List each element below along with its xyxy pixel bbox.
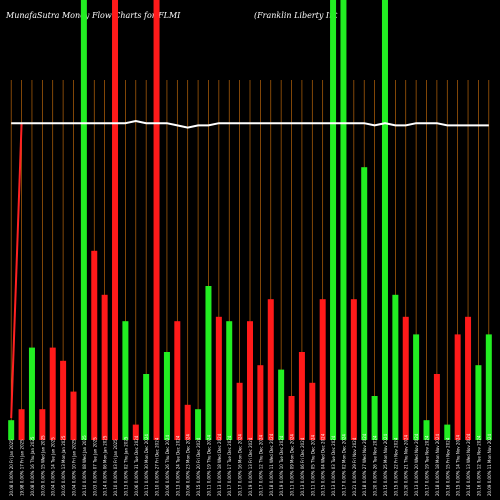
x-tick-label: 20.16 0.00% 13 Wed Nov 2024 — [466, 433, 471, 496]
bar — [485, 334, 492, 440]
x-tick-label: 20.17 0.00% 16 Mon Dec 2024 — [238, 434, 243, 496]
bar — [122, 321, 129, 440]
bar — [257, 365, 264, 440]
x-tick-label: 20.06 0.00% 31 Tue Dec 2024 — [134, 435, 139, 496]
x-tick-label: 20.10 0.00% 27 Fri Dec 2024 — [155, 437, 160, 496]
x-tick-label: 20.11 0.00% 30 Mon Dec 2024 — [144, 434, 149, 496]
bar — [28, 347, 35, 440]
x-tick-label: 20.08 0.00% 20 Fri Jan 2025 — [9, 439, 14, 496]
bar — [413, 334, 420, 440]
bar — [433, 374, 440, 440]
x-tick-label: 20.17 0.00% 17 Tue Dec 2024 — [227, 435, 232, 496]
x-tick-label: 20.04 0.00% 10 Fri Jan 2025 — [71, 439, 76, 496]
x-tick-label: 20.06 0.00% 26 Thu Dec 2024 — [165, 435, 170, 496]
x-tick-label: 20.17 0.00% 12 Thu Dec 2024 — [258, 435, 263, 496]
bar — [288, 396, 295, 440]
bar — [39, 409, 46, 440]
bar — [444, 424, 451, 440]
bar — [163, 352, 170, 440]
bar — [60, 360, 67, 440]
x-tick-label: 20.18 0.00% 27 Wed Nov 2024 — [362, 433, 367, 496]
chart-subtitle: (Franklin Liberty Int — [254, 11, 338, 20]
bar — [381, 0, 388, 440]
x-tick-label: 20.11 0.00% 19 Thu Dec 2024 — [206, 435, 211, 496]
bar — [132, 424, 139, 440]
x-tick-label: 20.13 0.00% 24 Tue Dec 2024 — [175, 435, 180, 496]
bar — [215, 316, 222, 440]
bar — [402, 316, 409, 440]
bar — [205, 286, 212, 440]
x-tick-label: 20.15 0.00% 22 Fri Nov 2024 — [393, 437, 398, 496]
bar — [49, 347, 56, 440]
x-tick-label: 20.04 0.00% 14 Tue Jan 2025 — [51, 437, 56, 496]
bar — [112, 0, 119, 440]
bar — [247, 321, 253, 440]
x-tick-label: 20.05 0.00% 15 Wed Jan 2025 — [40, 435, 45, 496]
x-tick-label: 20.21 0.00% 29 Fri Nov 2024 — [352, 437, 357, 496]
bar — [371, 396, 378, 440]
x-tick-label: 20.06 0.00% 23 Mon Dec 2024 — [186, 434, 191, 496]
bar — [465, 316, 472, 440]
chart-title: MunafaSutra Money Flow Charts for FLMI — [6, 11, 181, 20]
bar — [319, 299, 326, 440]
bar — [423, 420, 430, 440]
bar — [454, 334, 461, 440]
x-tick-label: 20.20 0.00% 26 Tue Nov 2024 — [373, 435, 378, 496]
bar — [236, 382, 243, 440]
bar — [350, 299, 357, 440]
mfi-line — [10, 123, 23, 419]
x-tick-label: 20.03 0.00% 07 Tue Jan 2025 — [92, 437, 97, 496]
x-tick-label: 20.15 0.00% 14 Thu Nov 2024 — [456, 434, 461, 496]
x-tick-label: 20.15 0.00% 04 Wed Dec 2024 — [321, 433, 326, 496]
x-tick-label: 20.11 0.00% 05 Thu Dec 2024 — [310, 435, 315, 496]
bar — [153, 0, 160, 440]
bar — [18, 409, 25, 440]
bar — [80, 0, 87, 440]
bar — [392, 294, 399, 440]
x-tick-label: 20.13 0.00% 18 Wed Dec 2024 — [217, 433, 222, 496]
bar — [226, 321, 233, 440]
bar — [184, 404, 191, 440]
bar — [174, 321, 181, 440]
x-tick-label: 20.05 0.00% 13 Mon Jan 2025 — [61, 435, 66, 496]
bar — [195, 409, 202, 440]
bar — [101, 294, 108, 440]
x-tick-label: 20.17 0.00% 02 Mon Dec 2024 — [341, 434, 346, 496]
bar — [70, 391, 77, 440]
x-tick-label: 20.16 0.00% 12 Tue Nov 2024 — [476, 435, 481, 496]
x-tick-label: 20.19 0.00% 10 Tue Dec 2024 — [279, 435, 284, 496]
x-tick-label: 20.10 0.00% 08 Wed Jan 2025 — [82, 435, 87, 496]
bar — [8, 420, 15, 440]
x-tick-label: 20.13 0.00% 03 Tue Dec 2024 — [331, 435, 336, 496]
x-tick-label: 20.17 0.00% 19 Tue Nov 2024 — [425, 435, 430, 496]
bar — [475, 365, 482, 440]
bar — [143, 374, 150, 440]
bar — [340, 0, 347, 440]
x-tick-label: 20.15 0.00% 20 Fri Dec 2024 — [196, 437, 201, 496]
bar — [267, 299, 274, 440]
bar — [91, 250, 98, 440]
bar — [309, 382, 316, 440]
bar — [278, 369, 285, 440]
x-tick-label: 20.20 0.00% 21 Thu Nov 2024 — [404, 434, 409, 496]
x-tick-label: 20.11 0.00% 09 Mon Dec 2024 — [290, 434, 295, 496]
x-tick-label: 20.09 0.00% 11 Mon Nov 2024 — [487, 434, 492, 496]
x-tick-label: 20.13 0.00% 20 Wed Nov 2024 — [414, 433, 419, 496]
x-tick-label: 20.14 0.00% 06 Mon Jan 2025 — [103, 435, 108, 496]
x-tick-label: 20.15 0.00% 25 Mon Nov 2024 — [383, 434, 388, 496]
x-tick-label: 20.13 0.00% 06 Fri Dec 2024 — [300, 437, 305, 496]
x-tick-label: 20.18 0.00% 11 Wed Dec 2024 — [269, 433, 274, 496]
x-tick-label: 20.16 0.00% 15 Fri Nov 2024 — [445, 437, 450, 496]
x-tick-label: 20.10 0.00% 03 Fri Jan 2025 — [113, 439, 118, 496]
bar — [330, 0, 337, 440]
x-tick-label: 20.08 0.00% 16 Thu Jan 2025 — [30, 436, 35, 496]
x-tick-label: 20.19 0.00% 13 Fri Dec 2024 — [248, 437, 253, 496]
x-tick-label: 19.98 0.00% 17 Fri Jan 2025 — [20, 439, 25, 496]
bar — [298, 352, 305, 440]
flow-line — [11, 119, 489, 129]
x-tick-label: 20.13 0.00% 02 Thu Jan 2025 — [123, 436, 128, 496]
x-tick-label: 20.18 0.00% 18 Mon Nov 2024 — [435, 434, 440, 496]
bar — [361, 167, 368, 440]
